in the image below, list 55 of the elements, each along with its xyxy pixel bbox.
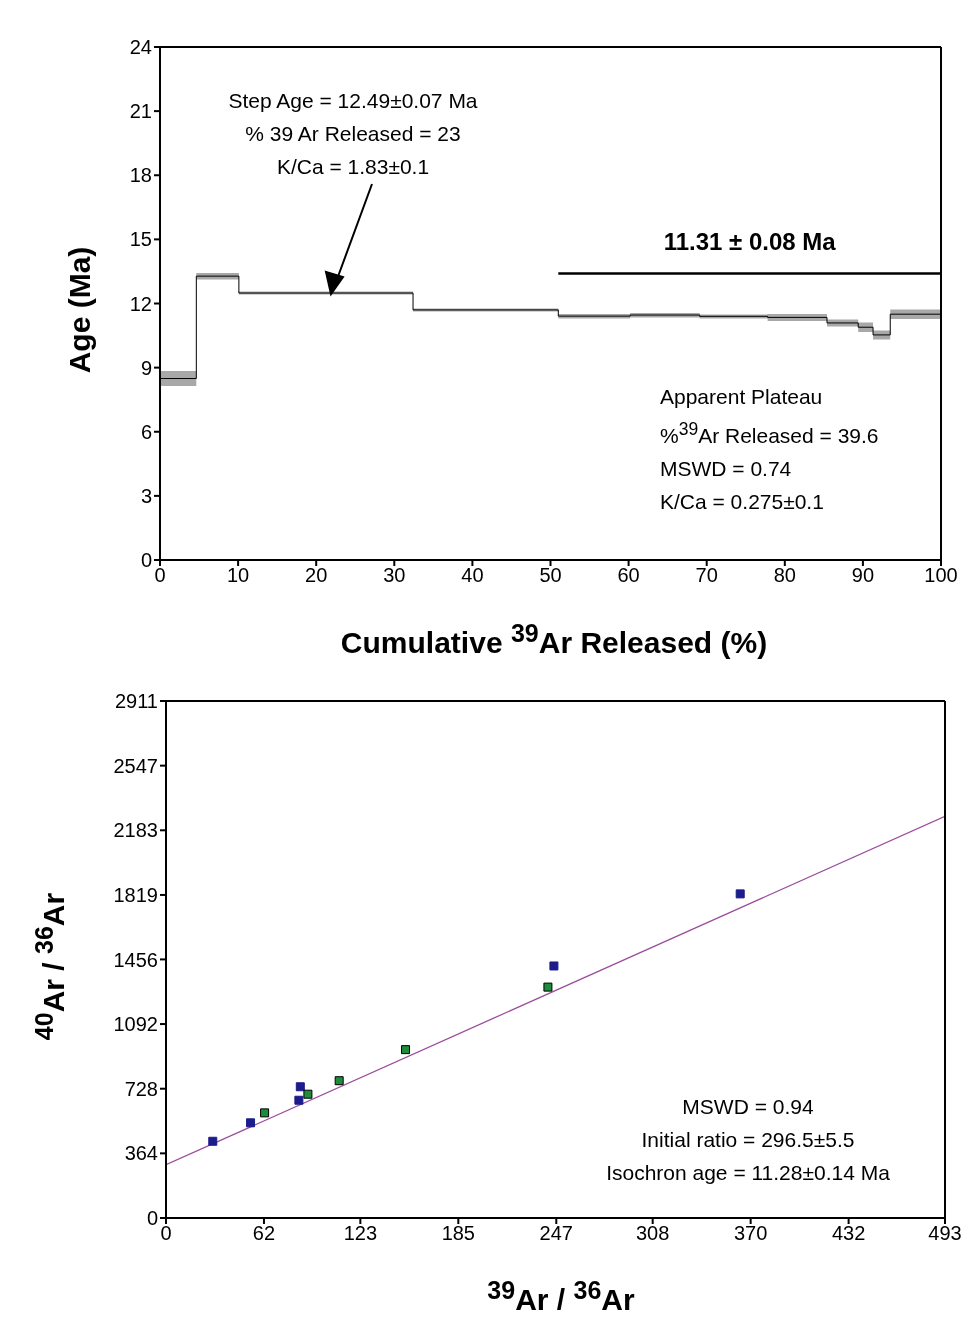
annotation: 11.31 ± 0.08 Ma — [663, 227, 837, 255]
y-tick-label: 2911 — [114, 690, 158, 713]
point — [543, 982, 553, 992]
y-tick-label: 1456 — [113, 948, 158, 971]
x-tick-label: 80 — [773, 564, 796, 587]
y-tick-label: 0 — [140, 549, 152, 572]
y-tick-label: 0 — [146, 1207, 158, 1230]
x-tick-label: 123 — [343, 1222, 378, 1245]
y-tick-label: 15 — [129, 228, 152, 251]
point — [246, 1118, 256, 1128]
x-tick-label: 247 — [539, 1222, 573, 1245]
x-tick-label: 90 — [851, 564, 875, 587]
x-tick-label: 30 — [383, 564, 406, 587]
point — [549, 961, 559, 971]
y-tick-label: 9 — [140, 356, 152, 379]
x-tick-label: 50 — [539, 564, 562, 587]
y-tick-label: 1092 — [113, 1013, 158, 1036]
y-tick-label: 2547 — [113, 754, 158, 777]
x-tick-label: 62 — [252, 1222, 276, 1245]
y-tick-label: 21 — [129, 100, 152, 123]
y-tick-label: 728 — [124, 1077, 158, 1100]
annotation: MSWD = 0.94 Initial ratio = 296.5±5.5 Isochron age = 11.28±0.14 Ma — [605, 1094, 891, 1186]
x-axis-title: Cumulative $^{39}$Ar Released (%) — [339, 619, 769, 660]
x-tick-label: 432 — [831, 1222, 866, 1245]
x-tick-label: 40 — [461, 564, 484, 587]
y-axis-title: Age (Ma) — [63, 245, 97, 376]
point — [294, 1095, 304, 1105]
point — [401, 1045, 411, 1055]
point — [334, 1076, 344, 1086]
x-tick-label: 308 — [635, 1222, 670, 1245]
y-tick-label: 1819 — [113, 884, 158, 907]
y-tick-label: 2183 — [113, 819, 158, 842]
y-tick-label: 18 — [129, 164, 152, 187]
point — [260, 1108, 270, 1118]
point — [303, 1089, 313, 1099]
point — [295, 1082, 305, 1092]
annotation: Step Age = 12.49±0.07 Ma % 39 Ar Released = 23 K/Ca = 1.83±0.1 — [227, 88, 479, 180]
y-tick-label: 12 — [129, 292, 152, 315]
x-tick-label: 370 — [733, 1222, 768, 1245]
x-tick-label: 60 — [617, 564, 640, 587]
x-tick-label: 0 — [160, 1222, 172, 1245]
x-tick-label: 185 — [441, 1222, 476, 1245]
annotation: Apparent Plateau %$^{39}$Ar Released = 39.6 MSWD = 0.74 K/Ca = 0.275±0.1 — [660, 384, 880, 515]
y-tick-label: 364 — [124, 1142, 158, 1165]
point — [735, 889, 745, 899]
x-tick-label: 100 — [924, 564, 958, 587]
point — [208, 1136, 218, 1146]
x-tick-label: 10 — [226, 564, 250, 587]
x-tick-label: 70 — [695, 564, 718, 587]
y-tick-label: 6 — [140, 420, 152, 443]
x-axis-title: $^{39}$Ar / $^{36}$Ar — [486, 1276, 636, 1317]
x-tick-label: 493 — [928, 1222, 962, 1245]
y-tick-label: 3 — [140, 484, 152, 507]
y-tick-label: 24 — [129, 36, 152, 59]
x-tick-label: 20 — [305, 564, 328, 587]
